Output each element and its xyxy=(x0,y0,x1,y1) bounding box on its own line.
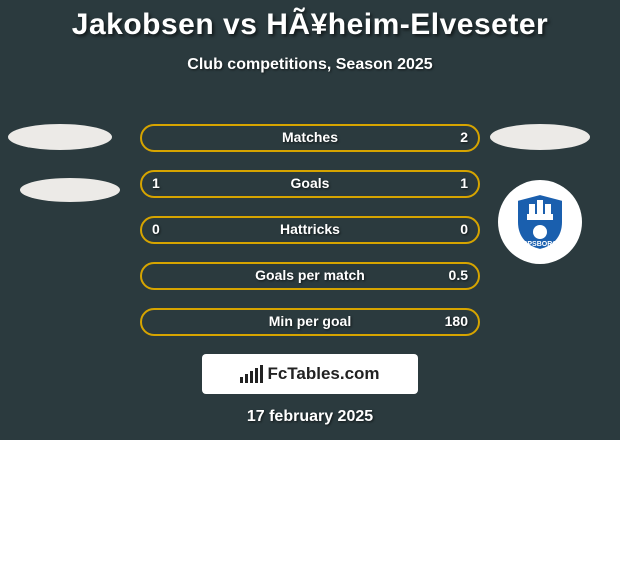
brand-bars-icon xyxy=(240,365,263,383)
brand-box: FcTables.com xyxy=(202,354,418,394)
stat-pill: 0Hattricks0 xyxy=(140,216,480,244)
stat-row: Min per goal180 xyxy=(0,304,620,350)
stat-right-value: 0 xyxy=(460,221,468,237)
stat-label: Goals per match xyxy=(142,267,478,283)
left-club-shape-1 xyxy=(20,178,120,202)
page-title: Jakobsen vs HÃ¥heim-Elveseter xyxy=(0,0,620,42)
shield-icon: RPSBORG xyxy=(513,192,567,252)
right-club-shape-0 xyxy=(490,124,590,150)
stat-row: Goals per match0.5 xyxy=(0,258,620,304)
stat-right-value: 180 xyxy=(445,313,468,329)
stat-label: Min per goal xyxy=(142,313,478,329)
subtitle: Club competitions, Season 2025 xyxy=(0,56,620,74)
comparison-card: Jakobsen vs HÃ¥heim-Elveseter Club compe… xyxy=(0,0,620,440)
date-text: 17 february 2025 xyxy=(0,408,620,426)
left-club-shape-0 xyxy=(8,124,112,150)
stat-pill: Min per goal180 xyxy=(140,308,480,336)
right-club-badge: RPSBORG xyxy=(498,180,582,264)
stat-label: Matches xyxy=(142,129,478,145)
stat-label: Goals xyxy=(142,175,478,191)
svg-text:RPSBORG: RPSBORG xyxy=(522,241,558,248)
stat-pill: Matches2 xyxy=(140,124,480,152)
stat-pill: Goals per match0.5 xyxy=(140,262,480,290)
brand-text: FcTables.com xyxy=(267,364,379,384)
stat-pill: 1Goals1 xyxy=(140,170,480,198)
stat-right-value: 2 xyxy=(460,129,468,145)
stat-right-value: 1 xyxy=(460,175,468,191)
stat-label: Hattricks xyxy=(142,221,478,237)
stat-right-value: 0.5 xyxy=(449,267,468,283)
